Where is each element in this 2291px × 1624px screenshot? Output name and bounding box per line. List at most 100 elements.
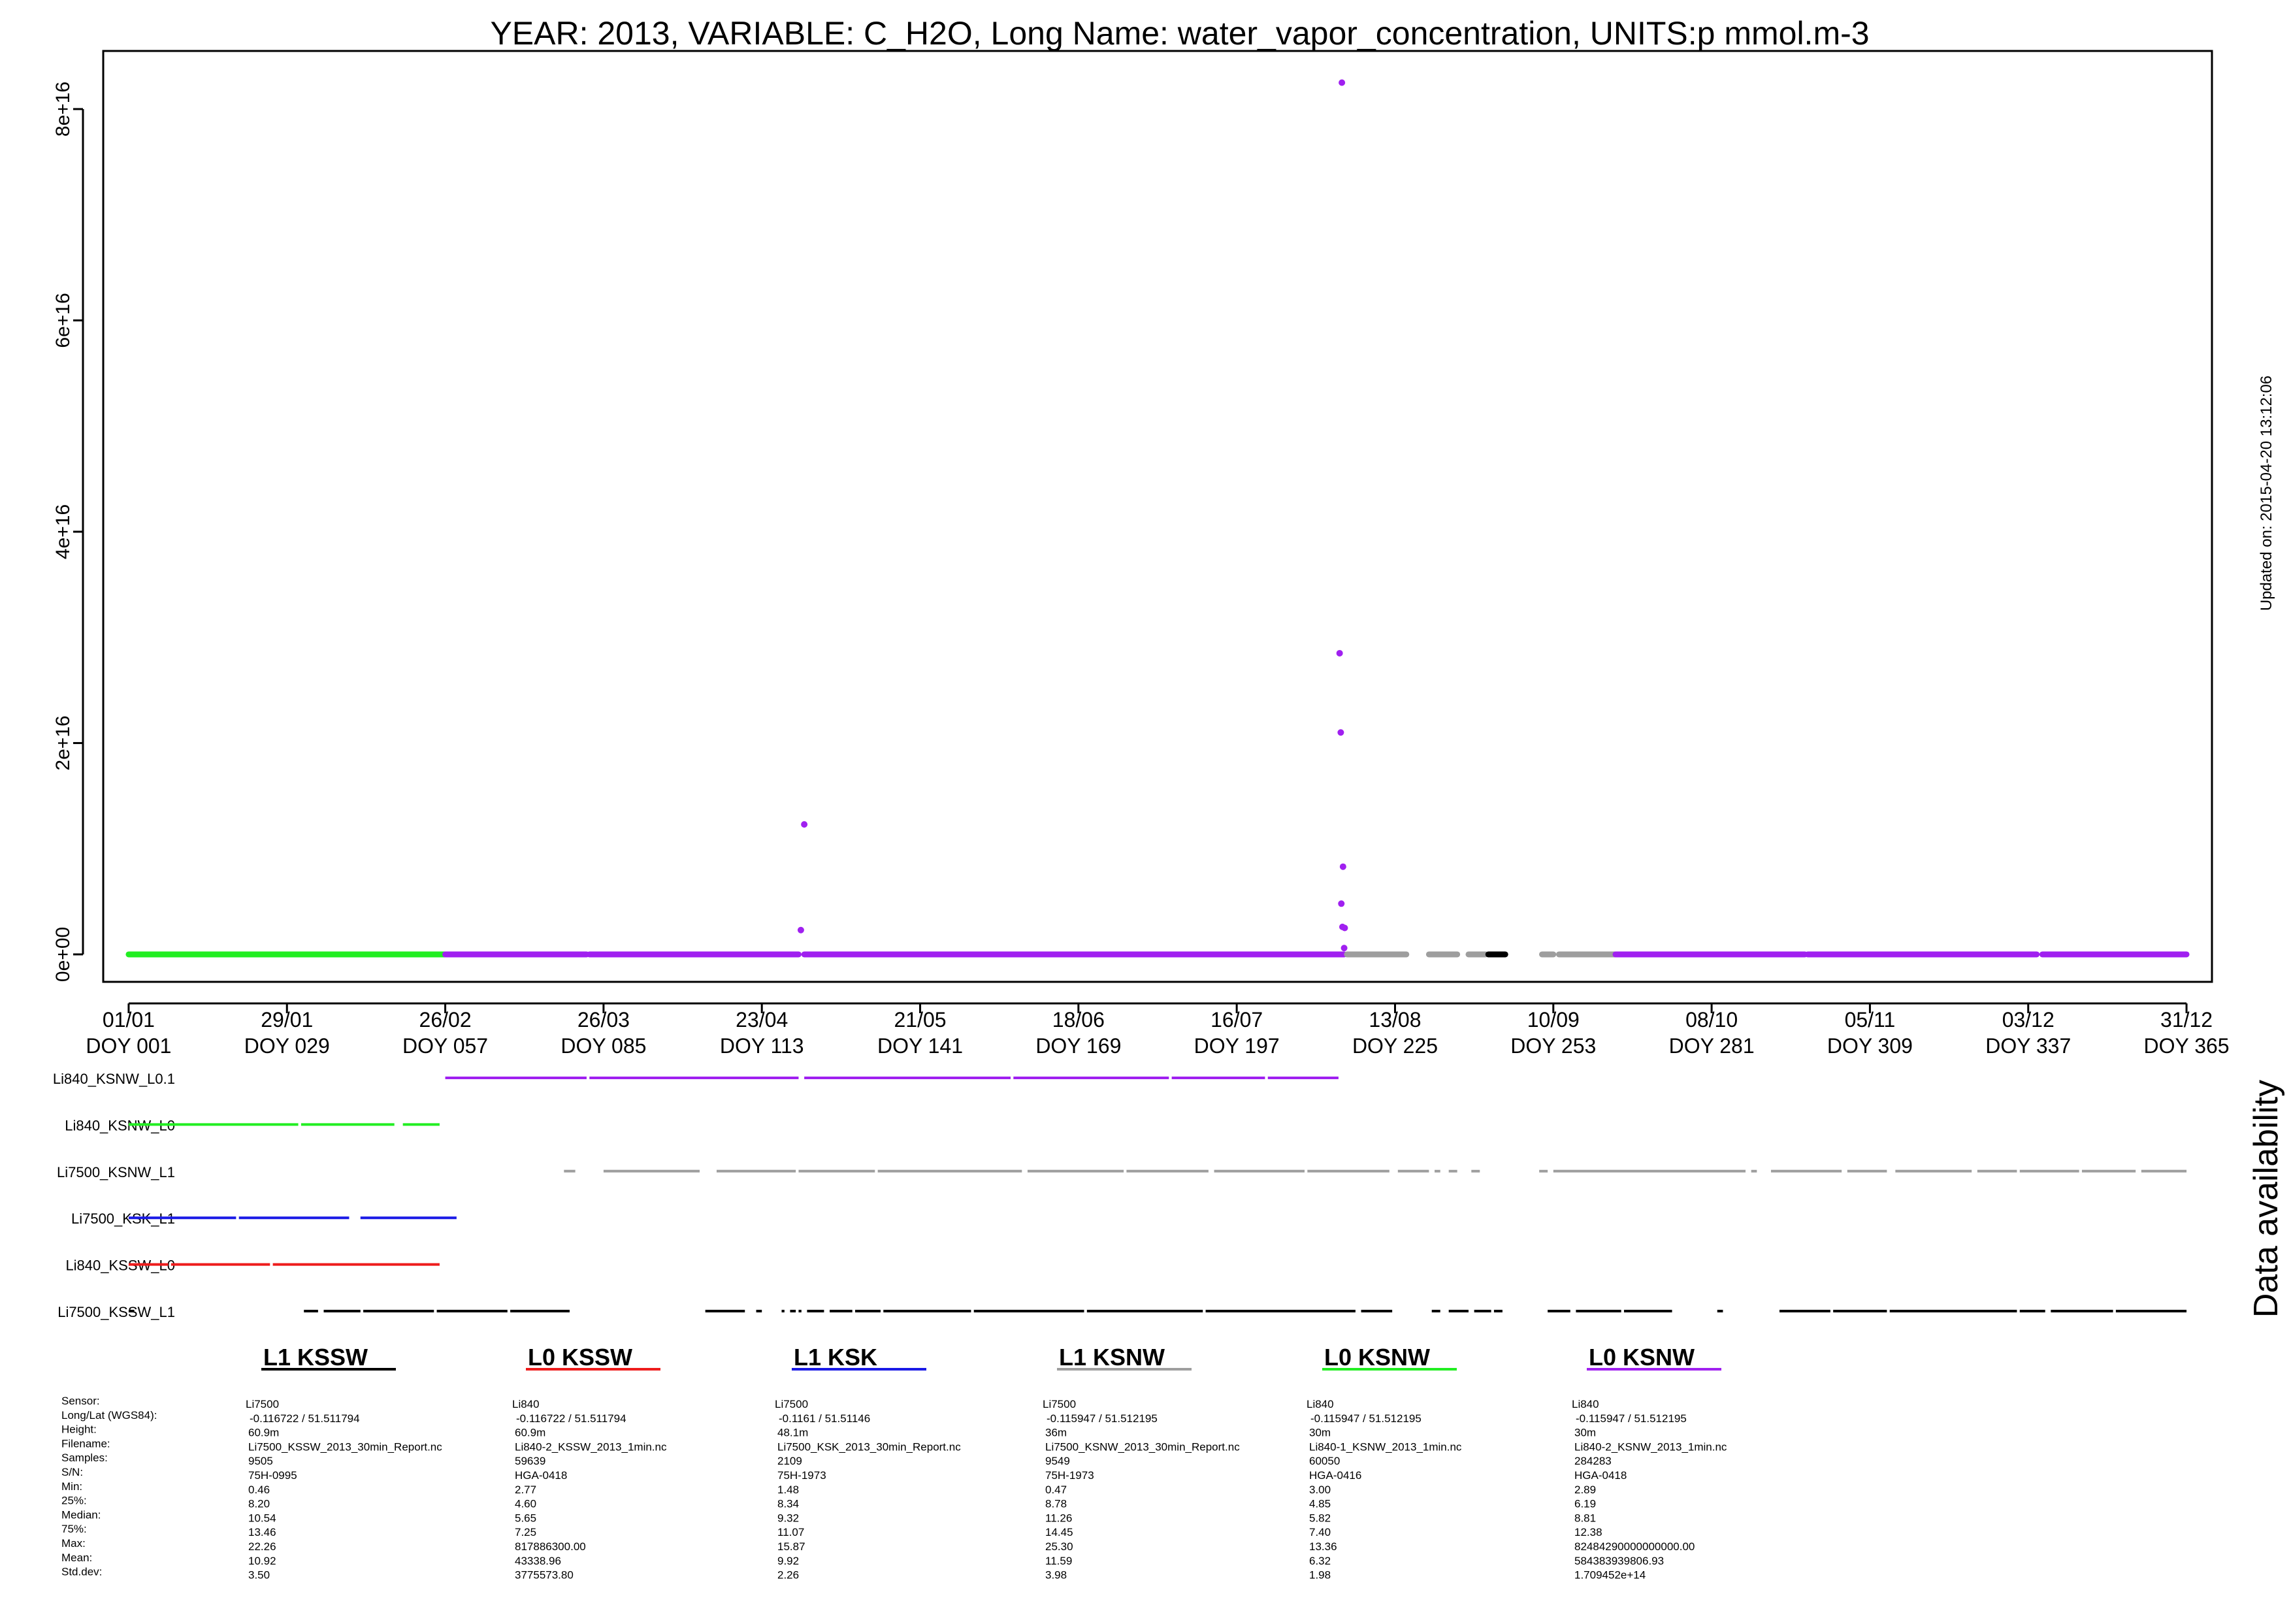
table-cell: 8.81: [1574, 1512, 1596, 1524]
x-tick-date: 29/01: [261, 1008, 313, 1031]
table-cell: 5.65: [515, 1512, 536, 1524]
table-row-label: Median:: [61, 1508, 101, 1521]
table-cell: -0.115947 / 51.512195: [1310, 1412, 1422, 1425]
table-row-label: Sensor:: [61, 1395, 100, 1407]
table-row-label: Long/Lat (WGS84):: [61, 1409, 157, 1421]
table-cell: 4.85: [1309, 1498, 1331, 1510]
x-tick-date: 10/09: [1527, 1008, 1580, 1031]
x-tick-date: 21/05: [894, 1008, 946, 1031]
table-cell: Li7500_KSNW_2013_30min_Report.nc: [1045, 1440, 1240, 1453]
x-tick-date: 26/02: [419, 1008, 472, 1031]
y-tick-label: 6e+16: [52, 293, 74, 348]
availability-row-label: Li7500_KSNW_L1: [57, 1164, 175, 1180]
x-tick-doy: DOY 197: [1194, 1034, 1280, 1058]
table-cell: 25.30: [1045, 1540, 1073, 1553]
table-cell: 6.32: [1309, 1555, 1331, 1567]
table-cell: Li840: [512, 1398, 540, 1410]
x-tick-doy: DOY 337: [1985, 1034, 2071, 1058]
table-cell: 75H-1973: [777, 1469, 826, 1482]
x-tick-date: 31/12: [2160, 1008, 2213, 1031]
table-cell: 11.07: [777, 1526, 804, 1538]
table-cell: 8.78: [1045, 1498, 1067, 1510]
chart-title: YEAR: 2013, VARIABLE: C_H2O, Long Name: …: [490, 15, 1869, 52]
table-cell: 60.9m: [248, 1427, 279, 1439]
table-row-label: Mean:: [61, 1551, 92, 1564]
table-row-label: 25%:: [61, 1495, 87, 1507]
table-cell: 7.25: [515, 1526, 536, 1538]
table-cell: HGA-0418: [1574, 1469, 1627, 1482]
table-column-title: L0 KSSW: [528, 1344, 632, 1371]
x-tick-doy: DOY 001: [86, 1034, 171, 1058]
data-point: [1339, 79, 1346, 86]
availability-panel: Li840_KSNW_L0.1Li840_KSNW_L0Li7500_KSNW_…: [53, 1071, 2187, 1320]
table-cell: Li840: [1572, 1398, 1599, 1410]
table-column-title: L1 KSK: [794, 1344, 877, 1371]
table-cell: 13.46: [248, 1526, 276, 1538]
x-tick-date: 03/12: [2002, 1008, 2055, 1031]
table-cell: Li7500: [246, 1398, 279, 1410]
table-cell: 3.98: [1045, 1569, 1067, 1582]
table-cell: -0.116722 / 51.511794: [250, 1412, 360, 1425]
x-axis: 01/01 DOY 001 29/01 DOY 029 26/02 DOY 057 26/0…: [86, 1002, 2230, 1058]
table-column-title: L1 KSNW: [1059, 1344, 1165, 1371]
table-cell: Li7500_KSK_2013_30min_Report.nc: [777, 1440, 961, 1453]
updated-timestamp: Updated on: 2015-04-20 13:12:06: [2258, 376, 2275, 611]
table-column-title: L0 KSNW: [1589, 1344, 1695, 1371]
table-cell: Li840-1_KSNW_2013_1min.nc: [1309, 1440, 1462, 1453]
table-cell: 584383939806.93: [1574, 1555, 1664, 1567]
table-cell: 3.00: [1309, 1484, 1331, 1496]
table-cell: Li840-2_KSNW_2013_1min.nc: [1574, 1440, 1727, 1453]
table-cell: 75H-0995: [248, 1469, 297, 1482]
table-cell: 8.20: [248, 1498, 270, 1510]
x-tick-doy: DOY 141: [877, 1034, 963, 1058]
data-point: [1341, 924, 1348, 932]
data-point: [1337, 729, 1344, 736]
x-tick-doy: DOY 113: [720, 1034, 804, 1058]
table-cell: 2.77: [515, 1484, 536, 1496]
table-cell: 15.87: [777, 1540, 805, 1553]
table-cell: Li7500: [1043, 1398, 1076, 1410]
table-cell: 36m: [1045, 1427, 1067, 1439]
table-column-title: L1 KSSW: [263, 1344, 368, 1371]
table-cell: 14.45: [1045, 1526, 1073, 1538]
table-cell: 9.32: [777, 1512, 799, 1524]
x-tick-date: 13/08: [1369, 1008, 1421, 1031]
x-tick-doy: DOY 085: [561, 1034, 646, 1058]
table-cell: 3.50: [248, 1569, 270, 1582]
y-tick-label: 2e+16: [52, 715, 74, 770]
table-cell: 60.9m: [515, 1427, 545, 1439]
y-axis: 0e+00 2e+16 4e+16 6e+16 8e+16: [52, 82, 84, 982]
table-cell: Li7500_KSSW_2013_30min_Report.nc: [248, 1440, 442, 1453]
table-row-label: 75%:: [61, 1523, 87, 1535]
table-cell: 817886300.00: [515, 1540, 586, 1553]
availability-axis-label: Data availability: [2247, 1080, 2285, 1318]
x-tick-doy: DOY 365: [2144, 1034, 2230, 1058]
x-tick-date: 18/06: [1052, 1008, 1105, 1031]
availability-row-label: Li7500_KSSW_L1: [57, 1304, 175, 1320]
table-cell: 0.46: [248, 1484, 270, 1496]
table-cell: 4.60: [515, 1498, 536, 1510]
data-point: [1339, 863, 1346, 870]
table-cell: 22.26: [248, 1540, 276, 1553]
x-tick-doy: DOY 225: [1352, 1034, 1438, 1058]
table-cell: 12.38: [1574, 1526, 1602, 1538]
table-cell: 13.36: [1309, 1540, 1337, 1553]
table-cell: 2.89: [1574, 1484, 1596, 1496]
table-cell: 284283: [1574, 1455, 1612, 1467]
data-point: [1340, 945, 1348, 952]
y-tick-label: 0e+00: [52, 927, 74, 982]
table-row-label: Max:: [61, 1537, 86, 1550]
availability-row-label: Li840_KSNW_L0.1: [53, 1071, 175, 1087]
table-cell: 30m: [1574, 1427, 1596, 1439]
x-tick-doy: DOY 057: [402, 1034, 488, 1058]
table-cell: 11.59: [1045, 1555, 1072, 1567]
x-tick-date: 08/10: [1685, 1008, 1738, 1031]
data-point: [797, 926, 804, 934]
x-tick-date: 26/03: [577, 1008, 630, 1031]
table-row-label: Std.dev:: [61, 1566, 102, 1578]
table-cell: HGA-0416: [1309, 1469, 1361, 1482]
table-cell: 75H-1973: [1045, 1469, 1094, 1482]
table-cell: 7.40: [1309, 1526, 1331, 1538]
table-row-label: Filename:: [61, 1437, 110, 1450]
